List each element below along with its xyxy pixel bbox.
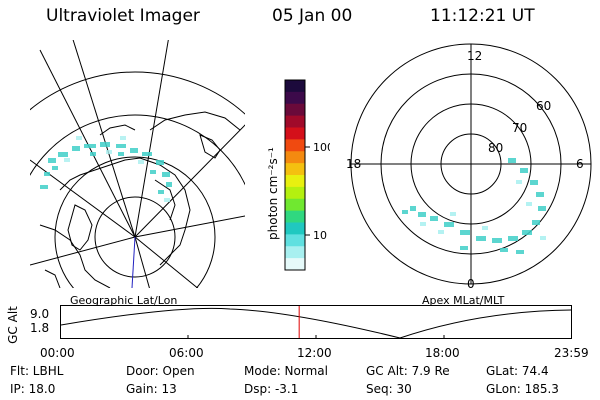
mlt-label-6: 6 — [576, 157, 584, 171]
colorbar-swatch — [285, 103, 305, 117]
filter-status: Flt: LBHL — [10, 364, 64, 378]
gc-alt-status: GC Alt: 7.9 Re — [366, 364, 450, 378]
timeline-tick: 18:00 — [425, 346, 460, 360]
timeline-axis-label: GC Alt — [5, 306, 20, 344]
mlat-label-70: 70 — [512, 121, 527, 135]
ip-status: IP: 18.0 — [10, 382, 56, 396]
glat-status: GLat: 74.4 — [486, 364, 549, 378]
timeline-ytick-bottom: 1.8 — [30, 321, 50, 335]
mlt-label-12: 12 — [467, 49, 482, 63]
colorbar-tick: 100 — [313, 141, 330, 154]
geographic-map — [30, 40, 245, 289]
colorbar-swatch — [285, 163, 305, 176]
colorbar-swatch — [285, 139, 305, 152]
lat-circle — [54, 156, 216, 288]
aurora-emission — [40, 142, 172, 194]
altitude-curve — [60, 307, 572, 339]
mlat-label-80: 80 — [488, 141, 503, 155]
colorbar-tick: 10 — [313, 229, 327, 242]
timeline-tick: 23:59 — [554, 346, 589, 360]
colorbar-swatch — [285, 151, 305, 164]
colorbar-swatch — [285, 258, 305, 271]
colorbar-swatch — [285, 222, 305, 235]
seq-status: Seq: 30 — [366, 382, 412, 396]
colorbar-swatch — [285, 175, 305, 188]
glon-status: GLon: 185.3 — [486, 382, 559, 396]
colorbar-swatch — [285, 234, 305, 247]
colorbar-swatch — [285, 210, 305, 223]
mlt-label-18: 18 — [346, 157, 361, 171]
noon-meridian-line — [131, 236, 136, 289]
aurora-oval — [402, 158, 546, 254]
door-status: Door: Open — [126, 364, 195, 378]
date-label: 05 Jan 00 — [272, 6, 353, 26]
colorbar-swatch — [285, 127, 305, 140]
colorbar-swatch — [285, 246, 305, 259]
lat-circle — [30, 71, 245, 115]
mlat-label-60: 60 — [536, 99, 551, 113]
time-label: 11:12:21 UT — [430, 6, 535, 26]
timeline-tick: 06:00 — [169, 346, 204, 360]
colorbar: 100 10 photon cm⁻²s⁻¹ — [266, 79, 330, 271]
lat-circle — [94, 196, 176, 278]
colorbar-unit: photon cm⁻²s⁻¹ — [266, 147, 280, 240]
magnetic-polar-map: 12 0 18 6 60 70 80 — [346, 43, 592, 290]
mode-status: Mode: Normal — [244, 364, 328, 378]
colorbar-swatch — [285, 115, 305, 128]
colorbar-swatch — [285, 80, 305, 93]
gain-status: Gain: 13 — [126, 382, 177, 396]
dsp-status: Dsp: -3.1 — [244, 382, 299, 396]
lat-circle — [30, 114, 245, 186]
colorbar-swatch — [285, 186, 305, 200]
colorbar-swatch — [285, 91, 305, 105]
timeline-ytick-top: 9.0 — [30, 307, 50, 321]
magnetic-map-label: Apex MLat/MLT — [422, 294, 505, 307]
timeline-tick: 12:00 — [297, 346, 332, 360]
app-title: Ultraviolet Imager — [46, 6, 200, 26]
timeline-plot — [60, 305, 572, 339]
colorbar-swatch — [285, 198, 305, 212]
geographic-map-label: Geographic Lat/Lon — [70, 294, 178, 307]
mlt-label-0: 0 — [467, 277, 475, 290]
timeline-tick: 00:00 — [40, 346, 75, 360]
